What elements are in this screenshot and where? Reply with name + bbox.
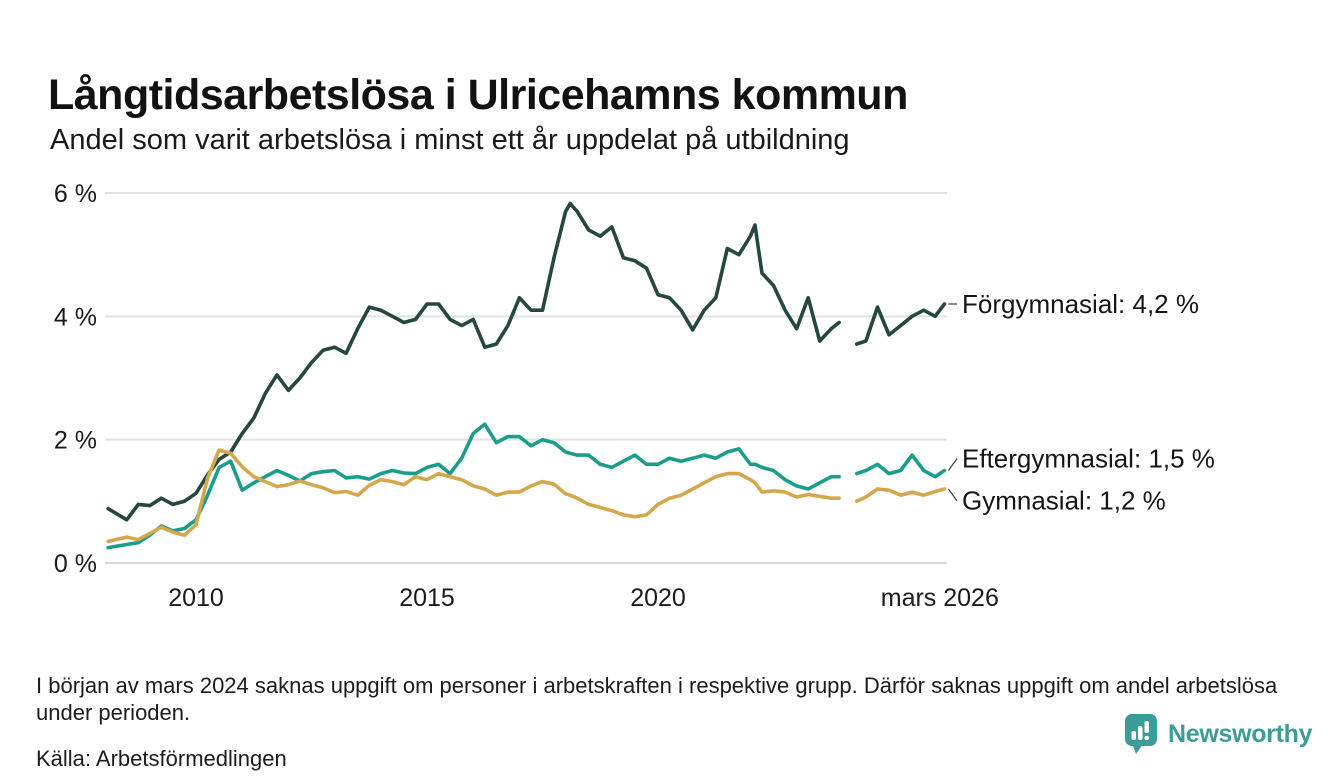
chart-subtitle: Andel som varit arbetslösa i minst ett å…: [50, 124, 850, 156]
footnote: I början av mars 2024 saknas uppgift om …: [36, 673, 1278, 725]
y-tick-label: 6 %: [54, 180, 97, 208]
x-tick-label: 2020: [630, 584, 686, 612]
x-tick-label: 2010: [168, 584, 224, 612]
series-label-gymnasial: Gymnasial: 1,2 %: [962, 486, 1166, 516]
series-line-förgymnasial: [106, 201, 947, 522]
chart-title: Långtidsarbetslösa i Ulricehamns kommun: [48, 70, 908, 119]
series-label-eftergymnasial: Eftergymnasial: 1,5 %: [962, 444, 1215, 474]
y-tick-label: 2 %: [54, 427, 97, 455]
y-tick-label: 0 %: [54, 550, 97, 578]
newsworthy-logo-icon: [1125, 714, 1157, 754]
x-tick-label: mars 2026: [881, 584, 999, 612]
series-line-gymnasial: [106, 448, 947, 544]
x-tick-label: 2015: [399, 584, 455, 612]
series-label-förgymnasial: Förgymnasial: 4,2 %: [962, 289, 1199, 319]
source-label: Källa: Arbetsförmedlingen: [36, 746, 287, 771]
label-connector-gymnasial: [947, 488, 958, 502]
y-tick-label: 4 %: [54, 303, 97, 331]
newsworthy-logo-text: Newsworthy: [1168, 719, 1313, 748]
label-connector-eftergymnasial: [947, 458, 958, 471]
newsworthy-logo: Newsworthy: [1124, 713, 1313, 755]
series-line-eftergymnasial: [106, 422, 947, 550]
